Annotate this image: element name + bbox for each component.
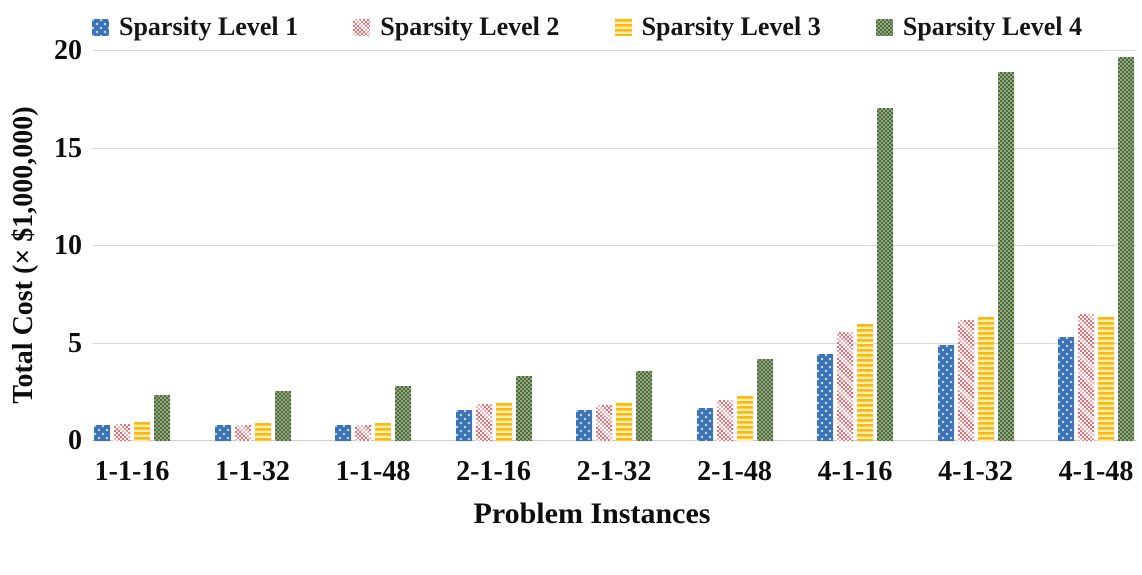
bar-4-1-32-series-1: [937, 345, 954, 441]
bar-2-1-32-series-2: [596, 404, 612, 441]
bar-4-1-48-series-2: [1078, 314, 1094, 441]
x-tick-label: 2-1-32: [576, 456, 652, 487]
bar-2-1-16-series-3: [495, 402, 512, 441]
legend-item: Sparsity Level 1: [92, 12, 298, 42]
bar-4-1-32-series-3: [977, 317, 994, 441]
bar-2-1-16-series-2: [475, 403, 492, 441]
x-tick-label: 2-1-16: [456, 456, 531, 487]
x-axis-title: Problem Instances: [473, 497, 711, 530]
bar-1-1-32-series-4: [274, 391, 291, 441]
y-tick-label: 10: [54, 230, 82, 261]
bar-4-1-16-series-3: [857, 324, 873, 441]
bar-4-1-48-series-1: [1058, 336, 1074, 441]
y-tick-label: 20: [54, 35, 82, 66]
bar-4-1-32-series-4: [997, 72, 1014, 441]
bar-2-1-32-series-4: [636, 370, 652, 441]
bar-2-1-48-series-1: [696, 407, 713, 441]
bar-1-1-48-series-3: [375, 423, 391, 441]
bar-4-1-16-series-2: [837, 331, 853, 441]
bar-2-1-32-series-1: [576, 409, 592, 441]
chart-legend: Sparsity Level 1 Sparsity Level 2 Sparsity…: [92, 12, 1082, 42]
gridline-y-20: [92, 50, 1136, 51]
bar-4-1-48-series-4: [1118, 56, 1134, 441]
bar-group-4-1-16: [817, 51, 893, 441]
gridline-y-15: [92, 147, 1136, 149]
y-tick-label: 0: [68, 425, 82, 456]
x-tick-4-1-48: 4-1-48: [1058, 456, 1134, 488]
x-tick-1-1-48: 1-1-48: [335, 456, 411, 488]
bar-group-4-1-48: [1058, 51, 1134, 441]
bar-2-1-16-series-4: [515, 375, 532, 441]
bar-group-1-1-48: [335, 51, 411, 441]
x-tick-1-1-32: 1-1-32: [215, 456, 291, 488]
bar-1-1-48-series-1: [335, 425, 351, 441]
x-axis-tick-labels: 1-1-16 1-1-32 1-1-48 2-1-16 2-1-32 2-1-48 4-1-…: [92, 456, 1136, 488]
x-tick-4-1-32: 4-1-32: [938, 456, 1014, 488]
bar-1-1-32-series-3: [254, 423, 271, 441]
bar-1-1-16-series-1: [94, 425, 110, 441]
plot-area: 0 5 10 15 20: [54, 37, 1136, 455]
y-tick-label: 15: [54, 132, 82, 164]
bar-4-1-48-series-3: [1098, 317, 1114, 441]
bar-1-1-48-series-4: [395, 386, 411, 441]
bar-4-1-32-series-2: [957, 320, 974, 441]
x-tick-label: 1-1-16: [94, 456, 170, 487]
bar-group-2-1-48: [696, 51, 773, 441]
x-tick-2-1-48: 2-1-48: [697, 456, 773, 488]
bar-1-1-16-series-3: [134, 422, 150, 441]
bar-1-1-48-series-2: [355, 425, 371, 441]
legend-label: Sparsity Level 4: [902, 12, 1082, 41]
bar-group-2-1-16: [455, 51, 532, 441]
bar-2-1-32-series-3: [616, 402, 632, 441]
legend-label: Sparsity Level 2: [380, 12, 560, 41]
y-axis-title: Total Cost (× $1,000,000): [8, 106, 39, 404]
bar-4-1-16-series-1: [817, 354, 833, 441]
legend-item: Sparsity Level 4: [875, 12, 1082, 42]
bar-1-1-32-series-2: [234, 425, 251, 441]
bar-group-1-1-32: [214, 51, 291, 441]
legend-label: Sparsity Level 3: [641, 12, 821, 41]
bar-group-1-1-16: [94, 51, 170, 441]
legend-label: Sparsity Level 1: [119, 12, 299, 41]
gridline-y-10: [92, 245, 1136, 246]
legend-swatch-icon: [92, 18, 109, 36]
x-tick-label: 2-1-48: [697, 456, 772, 487]
x-tick-2-1-16: 2-1-16: [456, 456, 532, 488]
x-tick-label: 4-1-32: [938, 456, 1013, 487]
x-tick-label: 1-1-48: [335, 456, 411, 487]
x-tick-4-1-16: 4-1-16: [817, 456, 893, 488]
bar-group-4-1-32: [937, 51, 1014, 441]
legend-swatch-icon: [875, 18, 893, 36]
gridline-y-5: [92, 342, 1136, 344]
chart-area: Total Cost (× $1,000,000) 0 5 10 15 20: [0, 37, 1142, 455]
x-tick-label: 4-1-48: [1058, 456, 1134, 487]
x-tick-1-1-16: 1-1-16: [94, 456, 170, 488]
bar-group-2-1-32: [576, 51, 652, 441]
bar-1-1-16-series-4: [154, 395, 170, 441]
x-tick-label: 4-1-16: [817, 456, 893, 487]
gridline-y-0: [92, 440, 1136, 441]
bar-1-1-16-series-2: [114, 424, 130, 441]
bar-2-1-48-series-4: [756, 359, 773, 441]
legend-swatch-icon: [614, 18, 632, 36]
bar-4-1-16-series-4: [877, 107, 893, 441]
bar-row: [92, 51, 1136, 441]
bar-1-1-32-series-1: [214, 425, 231, 441]
bar-2-1-16-series-1: [455, 409, 472, 441]
legend-item: Sparsity Level 2: [353, 12, 559, 42]
legend-swatch-icon: [353, 18, 371, 36]
bar-2-1-48-series-3: [736, 396, 753, 441]
x-tick-label: 1-1-32: [215, 456, 290, 487]
x-tick-2-1-32: 2-1-32: [576, 456, 652, 488]
y-tick-label: 5: [68, 327, 82, 359]
bar-2-1-48-series-2: [716, 400, 733, 441]
legend-item: Sparsity Level 3: [614, 12, 821, 42]
